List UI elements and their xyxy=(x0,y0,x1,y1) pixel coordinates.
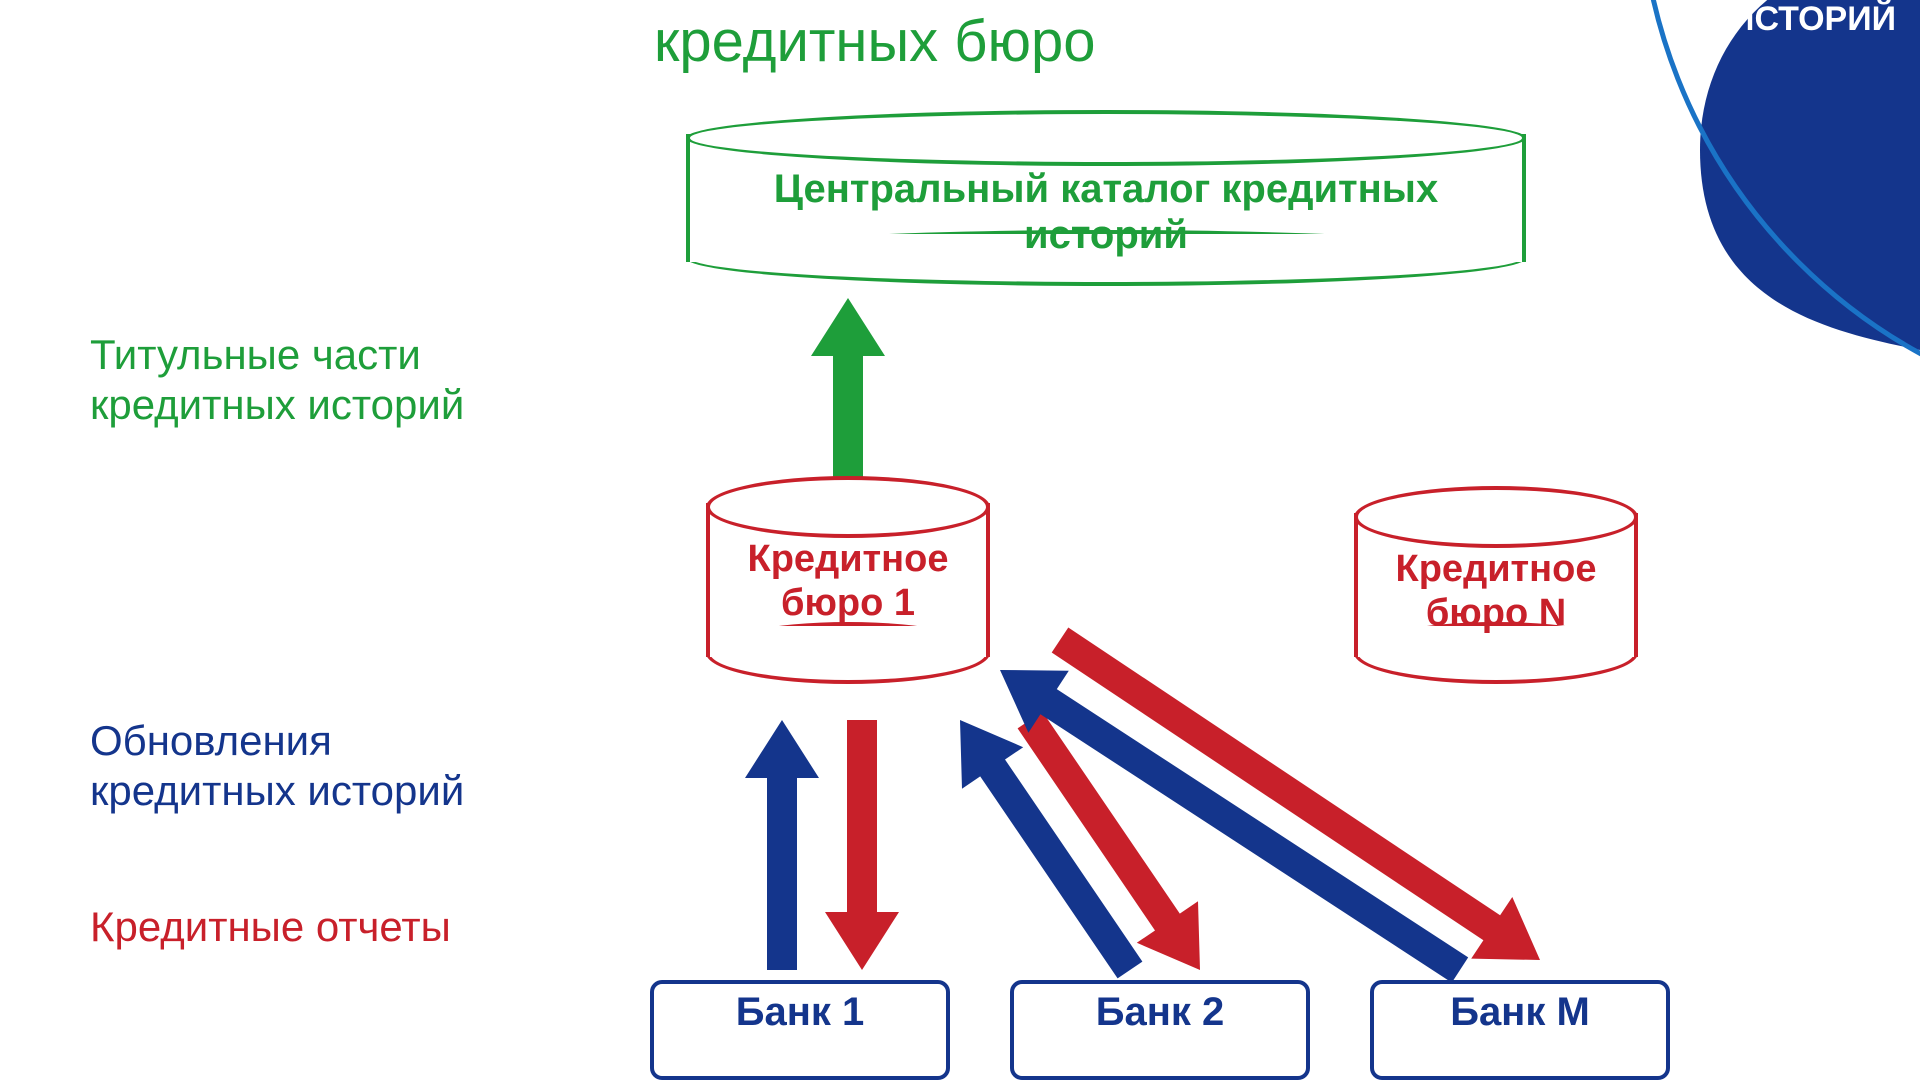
bank-node: Банк M xyxy=(1370,980,1670,1080)
legend-item: Титульные части кредитных историй xyxy=(90,330,464,431)
bureau1-to-bank2-arrow xyxy=(1018,712,1200,970)
bank-node: Банк 1 xyxy=(650,980,950,1080)
bank2-to-bureau1-arrow xyxy=(960,720,1142,978)
cylinder-node: Центральный каталог кредитных историй xyxy=(686,110,1526,286)
bank-node: Банк 2 xyxy=(1010,980,1310,1080)
bankM-to-bureau1-arrow xyxy=(1000,670,1468,983)
corner-brand-text: ИСТОРИЙ xyxy=(1730,0,1896,39)
bank-label: Банк 2 xyxy=(1096,990,1225,1035)
legend-item: Обновления кредитных историй xyxy=(90,716,464,817)
legend-item: Кредитные отчеты xyxy=(90,902,451,952)
cylinder-label: Кредитное бюро 1 xyxy=(706,538,990,625)
bank-label: Банк 1 xyxy=(736,990,865,1035)
page-title: кредитных бюро xyxy=(654,8,1096,75)
cylinder-node: Кредитное бюро N xyxy=(1354,486,1638,684)
bureau1-to-bank1-arrow xyxy=(825,720,899,970)
cylinder-label: Кредитное бюро N xyxy=(1354,548,1638,635)
bank1-to-bureau1-arrow xyxy=(745,720,819,970)
cylinder-node: Кредитное бюро 1 xyxy=(706,476,990,684)
cylinder-label: Центральный каталог кредитных историй xyxy=(686,166,1526,258)
bank-label: Банк M xyxy=(1450,990,1590,1035)
bureau1-to-catalog-arrow xyxy=(811,298,885,480)
